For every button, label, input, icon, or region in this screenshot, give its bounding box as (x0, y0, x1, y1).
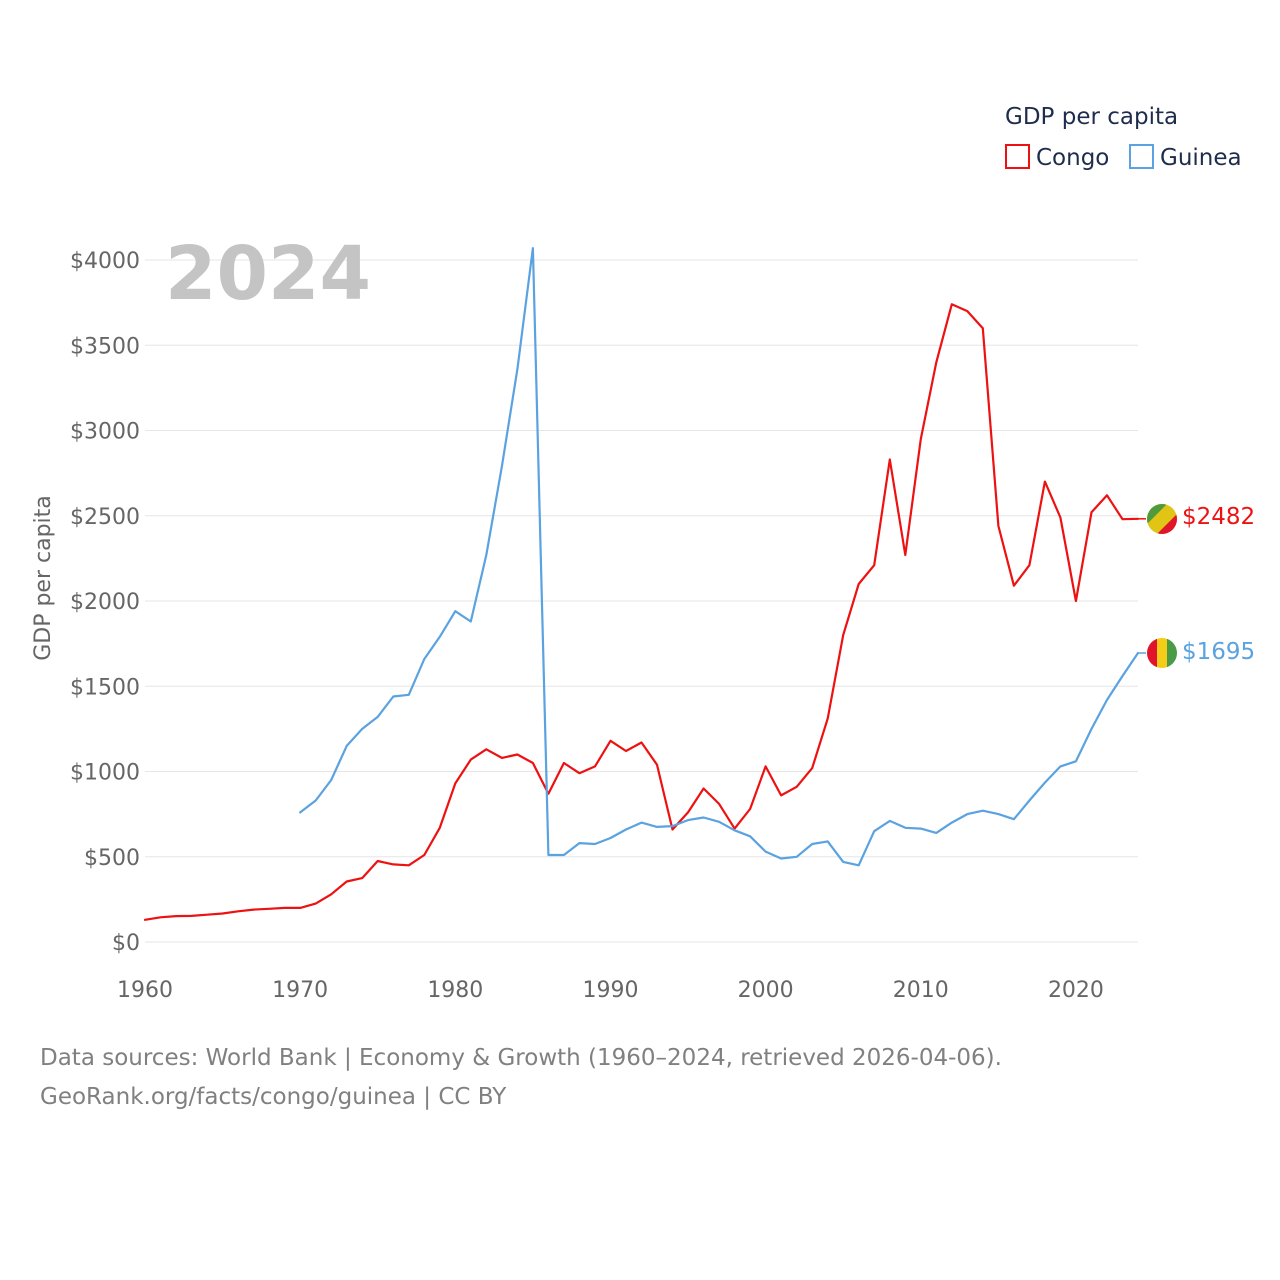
end-value-label-guinea: $1695 (1182, 639, 1255, 665)
attribution-line: GeoRank.org/facts/congo/guinea | CC BY (40, 1084, 507, 1110)
x-tick-label: 1980 (427, 978, 483, 1003)
y-axis-ticks: $0 $500 $1000 $1500 $2000 $2500 $3000 $3500 $400… (70, 249, 140, 956)
y-tick-label: $2000 (70, 590, 140, 615)
series-line-congo[interactable] (143, 303, 1140, 921)
legend-title: GDP per capita (1005, 104, 1178, 130)
x-tick-label: 2000 (738, 978, 794, 1003)
y-tick-label: $500 (84, 846, 140, 871)
legend-label-guinea[interactable]: Guinea (1160, 145, 1242, 171)
legend: GDP per capita Congo Guinea (1005, 104, 1242, 171)
end-value-label-congo: $2482 (1182, 504, 1255, 530)
x-tick-label: 1970 (272, 978, 328, 1003)
y-tick-label: $4000 (70, 249, 140, 274)
y-axis-label: GDP per capita (31, 495, 56, 661)
x-tick-label: 2010 (893, 978, 949, 1003)
legend-swatch-guinea[interactable] (1129, 144, 1154, 169)
y-tick-label: $2500 (70, 505, 140, 530)
source-line: Data sources: World Bank | Economy & Gro… (40, 1045, 1002, 1071)
y-tick-label: $3000 (70, 420, 140, 445)
gridlines (145, 259, 1138, 943)
y-tick-label: $0 (112, 931, 140, 956)
series-line-guinea[interactable] (299, 247, 1140, 867)
x-tick-label: 2020 (1048, 978, 1104, 1003)
series-lines (143, 247, 1146, 921)
x-tick-label: 1960 (117, 978, 173, 1003)
y-tick-label: $3500 (70, 334, 140, 359)
y-tick-label: $1000 (70, 761, 140, 786)
legend-swatch-congo[interactable] (1005, 144, 1030, 169)
x-tick-label: 1990 (582, 978, 638, 1003)
legend-label-congo[interactable]: Congo (1036, 145, 1109, 171)
x-axis-ticks: 1960 1970 1980 1990 2000 2010 2020 (117, 978, 1104, 1003)
year-watermark: 2024 (165, 231, 371, 317)
guinea-flag-icon (1147, 638, 1177, 668)
congo-flag-icon (1147, 504, 1177, 534)
y-tick-label: $1500 (70, 675, 140, 700)
